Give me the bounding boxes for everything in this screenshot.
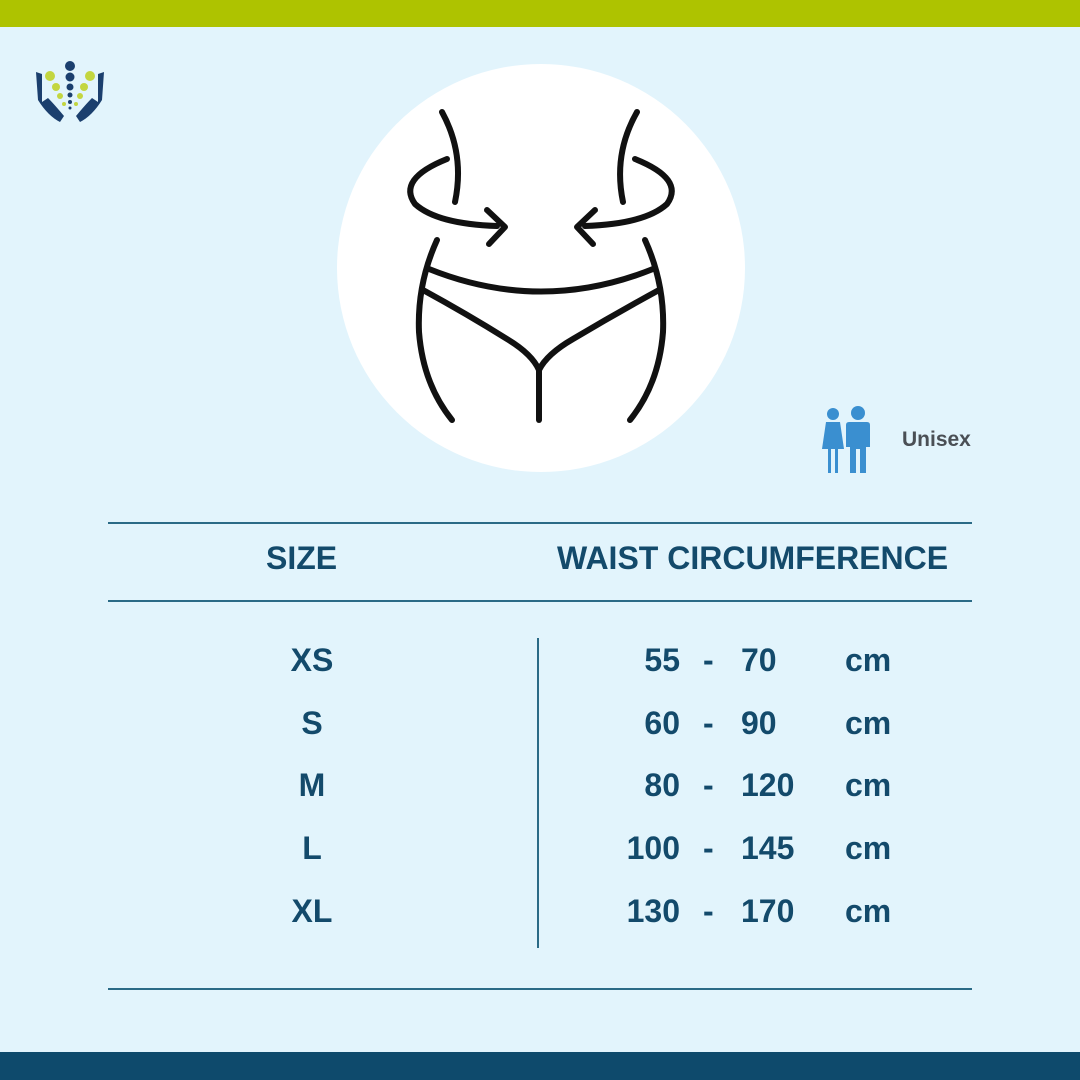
header-size: SIZE: [266, 540, 338, 576]
table-row: L 100 - 145 cm: [0, 830, 1080, 870]
table-row: XS 55 - 70 cm: [0, 642, 1080, 682]
separator: -: [703, 767, 714, 803]
table-row: S 60 - 90 cm: [0, 705, 1080, 745]
bottom-accent-bar: [0, 1052, 1080, 1080]
size-cell: S: [301, 705, 323, 741]
separator: -: [703, 642, 714, 678]
min-cell: 80: [644, 767, 680, 803]
top-accent-bar: [0, 0, 1080, 27]
unisex-badge: Unisex: [820, 405, 971, 475]
unit-cell: cm: [845, 767, 892, 803]
max-cell: 120: [741, 767, 795, 803]
column-divider: [537, 638, 539, 948]
unit-cell: cm: [845, 705, 892, 741]
header-divider: [108, 600, 972, 602]
min-cell: 100: [626, 830, 680, 866]
size-cell: M: [298, 767, 326, 803]
max-cell: 90: [741, 705, 777, 741]
unit-cell: cm: [845, 830, 892, 866]
size-cell: XL: [291, 893, 333, 929]
size-cell: L: [302, 830, 322, 866]
min-cell: 60: [644, 705, 680, 741]
waist-measurement-icon: [407, 109, 675, 423]
separator: -: [703, 893, 714, 929]
unit-cell: cm: [845, 893, 892, 929]
table-bottom-divider: [108, 988, 972, 990]
waist-illustration: [337, 64, 745, 472]
separator: -: [703, 830, 714, 866]
male-female-icon: [822, 406, 870, 473]
unisex-label: Unisex: [902, 428, 971, 451]
separator: -: [703, 705, 714, 741]
table-row: XL 130 - 170 cm: [0, 893, 1080, 933]
max-cell: 145: [741, 830, 795, 866]
unit-cell: cm: [845, 642, 892, 678]
min-cell: 55: [644, 642, 680, 678]
size-cell: XS: [290, 642, 334, 678]
max-cell: 70: [741, 642, 777, 678]
hands-spine-logo-icon: [36, 61, 104, 122]
max-cell: 170: [741, 893, 795, 929]
header-waist-circumference: WAIST CIRCUMFERENCE: [557, 540, 949, 576]
min-cell: 130: [626, 893, 680, 929]
table-top-divider: [108, 522, 972, 524]
table-row: M 80 - 120 cm: [0, 767, 1080, 807]
